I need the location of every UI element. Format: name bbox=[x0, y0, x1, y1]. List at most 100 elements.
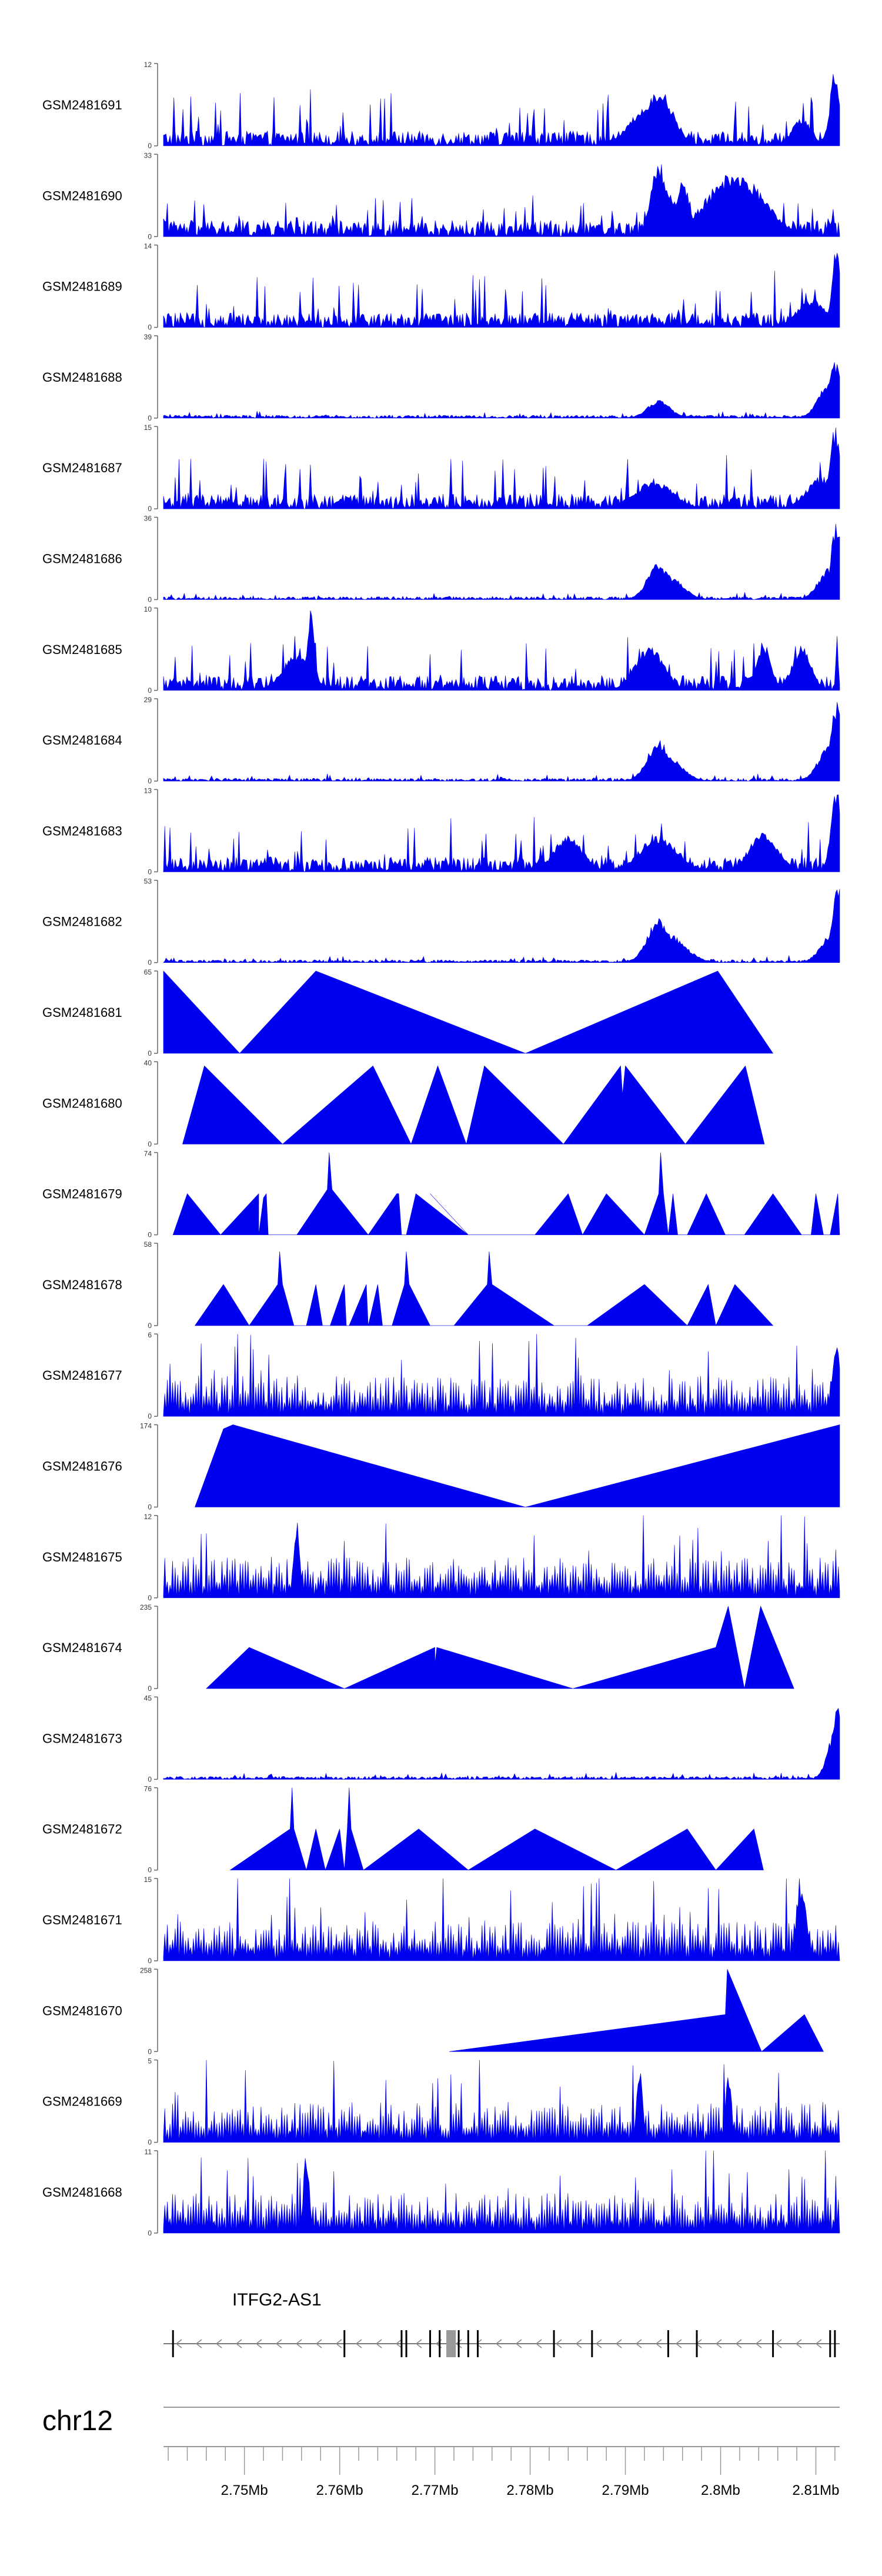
exon-mark bbox=[829, 2330, 831, 2357]
strand-arrow bbox=[735, 2339, 742, 2348]
axis-tick-label: 2.79Mb bbox=[602, 2482, 649, 2498]
track-label: GSM2481673 bbox=[42, 1731, 122, 1746]
y-min-label: 0 bbox=[148, 1866, 152, 1874]
strand-arrow bbox=[815, 2339, 822, 2348]
y-min-label: 0 bbox=[148, 505, 152, 513]
exon-mark bbox=[834, 2330, 836, 2357]
strand-arrow bbox=[295, 2339, 302, 2348]
coverage-area bbox=[172, 1152, 840, 1236]
y-max-label: 53 bbox=[144, 877, 152, 886]
strand-arrows bbox=[175, 2339, 822, 2348]
y-max-label: 29 bbox=[144, 696, 152, 704]
coverage-track: GSM2481668 11 0 bbox=[42, 2148, 840, 2237]
coverage-area bbox=[163, 1334, 840, 1417]
track-label: GSM2481669 bbox=[42, 2094, 122, 2109]
y-max-label: 13 bbox=[144, 786, 152, 795]
strand-arrow bbox=[215, 2339, 222, 2348]
axis-tick-label: 2.76Mb bbox=[316, 2482, 363, 2498]
coverage-area bbox=[163, 164, 840, 237]
strand-arrow bbox=[575, 2339, 582, 2348]
strand-arrow bbox=[415, 2339, 422, 2348]
coverage-area bbox=[163, 74, 840, 146]
strand-arrow bbox=[795, 2339, 802, 2348]
strand-arrow bbox=[675, 2339, 682, 2348]
exon-block bbox=[446, 2330, 456, 2357]
y-max-label: 10 bbox=[144, 605, 152, 613]
strand-arrow bbox=[375, 2339, 382, 2348]
y-max-label: 40 bbox=[144, 1059, 152, 1067]
coverage-track: GSM2481671 15 0 bbox=[42, 1876, 840, 1965]
y-min-label: 0 bbox=[148, 1503, 152, 1511]
coverage-area bbox=[163, 970, 774, 1054]
coverage-track: GSM2481686 36 0 bbox=[42, 515, 840, 604]
strand-arrow bbox=[195, 2339, 202, 2348]
track-label: GSM2481679 bbox=[42, 1187, 122, 1202]
y-max-label: 174 bbox=[140, 1422, 152, 1430]
track-label: GSM2481689 bbox=[42, 279, 122, 294]
y-min-label: 0 bbox=[148, 323, 152, 332]
axis-tick-label: 2.75Mb bbox=[221, 2482, 268, 2498]
exon-mark bbox=[553, 2330, 555, 2357]
y-max-label: 258 bbox=[140, 1966, 152, 1974]
strand-arrow bbox=[515, 2339, 522, 2348]
track-label: GSM2481675 bbox=[42, 1550, 122, 1564]
track-label: GSM2481670 bbox=[42, 2003, 122, 2018]
coverage-area bbox=[206, 1606, 794, 1689]
track-label: GSM2481683 bbox=[42, 823, 122, 838]
coverage-area bbox=[163, 362, 840, 419]
strand-arrow bbox=[475, 2339, 482, 2348]
axis-ticks bbox=[168, 2447, 836, 2475]
track-label: GSM2481672 bbox=[42, 1822, 122, 1837]
exon-mark bbox=[400, 2330, 403, 2357]
y-min-label: 0 bbox=[148, 142, 152, 150]
axis-tick-labels: 2.75Mb 2.76Mb 2.77Mb 2.78Mb 2.79Mb 2.8Mb 2.81M… bbox=[221, 2482, 840, 2498]
y-max-label: 15 bbox=[144, 1876, 152, 1884]
coverage-area bbox=[163, 253, 840, 328]
axis-tick-label: 2.8Mb bbox=[701, 2482, 740, 2498]
coverage-track: GSM2481672 76 0 bbox=[42, 1785, 764, 1874]
exon-mark bbox=[772, 2330, 774, 2357]
coverage-track: GSM2481690 33 0 bbox=[42, 151, 840, 241]
exon-mark bbox=[343, 2330, 346, 2357]
track-label: GSM2481680 bbox=[42, 1096, 122, 1110]
gene-label: ITFG2-AS1 bbox=[232, 2290, 322, 2310]
coverage-area bbox=[163, 523, 840, 600]
coverage-area bbox=[163, 794, 840, 873]
coverage-area bbox=[194, 1251, 774, 1326]
y-min-label: 0 bbox=[148, 1231, 152, 1239]
track-label: GSM2481688 bbox=[42, 370, 122, 385]
coverage-track: GSM2481683 13 0 bbox=[42, 786, 840, 876]
coverage-area bbox=[163, 1707, 840, 1780]
strand-arrow bbox=[775, 2339, 782, 2348]
y-max-label: 5 bbox=[148, 2057, 152, 2066]
track-label: GSM2481674 bbox=[42, 1640, 122, 1655]
track-label: GSM2481684 bbox=[42, 733, 122, 748]
track-label: GSM2481678 bbox=[42, 1277, 122, 1292]
y-max-label: 74 bbox=[144, 1150, 152, 1158]
coverage-track: GSM2481691 12 0 bbox=[42, 61, 840, 150]
coverage-track: GSM2481673 45 0 bbox=[42, 1694, 840, 1783]
coverage-track: GSM2481680 40 0 bbox=[42, 1059, 765, 1148]
y-max-label: 11 bbox=[145, 2148, 152, 2156]
track-label: GSM2481690 bbox=[42, 188, 122, 203]
y-min-label: 0 bbox=[148, 2229, 152, 2237]
coverage-track: GSM2481678 58 0 bbox=[42, 1240, 774, 1330]
coverage-track: GSM2481685 10 0 bbox=[42, 605, 840, 695]
y-max-label: 235 bbox=[140, 1603, 152, 1611]
y-min-label: 0 bbox=[148, 959, 152, 967]
strand-arrow bbox=[395, 2339, 402, 2348]
y-max-label: 33 bbox=[144, 151, 152, 159]
exon-marks bbox=[172, 2330, 836, 2357]
y-min-label: 0 bbox=[148, 2138, 152, 2147]
y-min-label: 0 bbox=[148, 1049, 152, 1057]
coverage-track: GSM2481674 235 0 bbox=[42, 1603, 794, 1693]
coverage-track: GSM2481689 14 0 bbox=[42, 242, 840, 332]
coverage-track: GSM2481676 174 0 bbox=[42, 1422, 840, 1511]
strand-arrow bbox=[615, 2339, 622, 2348]
y-max-label: 65 bbox=[144, 968, 152, 976]
strand-arrow bbox=[555, 2339, 562, 2348]
coverage-area bbox=[163, 1515, 840, 1599]
coverage-area bbox=[182, 1065, 765, 1145]
strand-arrow bbox=[335, 2339, 342, 2348]
y-min-label: 0 bbox=[148, 596, 152, 604]
